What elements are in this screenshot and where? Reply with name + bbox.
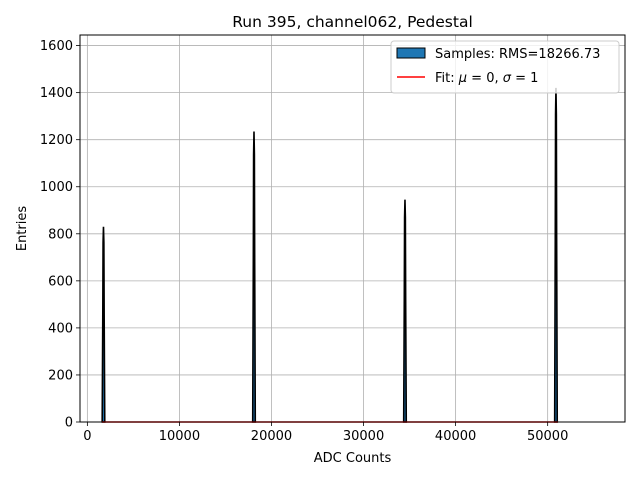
histogram-peak bbox=[251, 131, 257, 423]
x-axis-label: ADC Counts bbox=[314, 451, 392, 466]
histogram-peak bbox=[101, 226, 106, 423]
histogram-bars bbox=[101, 87, 559, 423]
y-tick-label: 1400 bbox=[40, 86, 73, 101]
x-tick-label: 20000 bbox=[251, 429, 292, 444]
legend: Samples: RMS=18266.73 Fit: μ = 0, σ = 1 bbox=[390, 40, 620, 94]
y-tick-label: 1200 bbox=[40, 133, 73, 148]
histogram-peak bbox=[553, 87, 559, 423]
plot-area-frame bbox=[79, 34, 626, 423]
x-tick-label: 50000 bbox=[527, 429, 568, 444]
x-tick-label: 30000 bbox=[343, 429, 384, 444]
y-tick-label: 1000 bbox=[40, 180, 73, 195]
axis-ticks: 0 10000 20000 30000 40000 50000 0 200 400 600 800 1… bbox=[40, 39, 568, 444]
y-tick-label: 1600 bbox=[40, 39, 73, 54]
histogram-peak bbox=[402, 199, 408, 423]
legend-label-samples: Samples: RMS=18266.73 bbox=[435, 47, 600, 62]
legend-box bbox=[390, 40, 620, 94]
x-tick-label: 40000 bbox=[435, 429, 476, 444]
grid-lines bbox=[80, 35, 625, 423]
y-tick-label: 0 bbox=[65, 416, 73, 431]
y-tick-label: 200 bbox=[48, 368, 73, 383]
y-tick-label: 800 bbox=[48, 227, 73, 242]
x-tick-label: 0 bbox=[83, 429, 91, 444]
chart-title: Run 395, channel062, Pedestal bbox=[232, 13, 473, 31]
legend-label-fit: Fit: μ = 0, σ = 1 bbox=[435, 71, 538, 86]
legend-swatch-samples bbox=[396, 47, 426, 59]
y-axis-label: Entries bbox=[15, 206, 30, 252]
y-tick-label: 600 bbox=[48, 274, 73, 289]
x-tick-label: 10000 bbox=[159, 429, 200, 444]
y-tick-label: 400 bbox=[48, 321, 73, 336]
